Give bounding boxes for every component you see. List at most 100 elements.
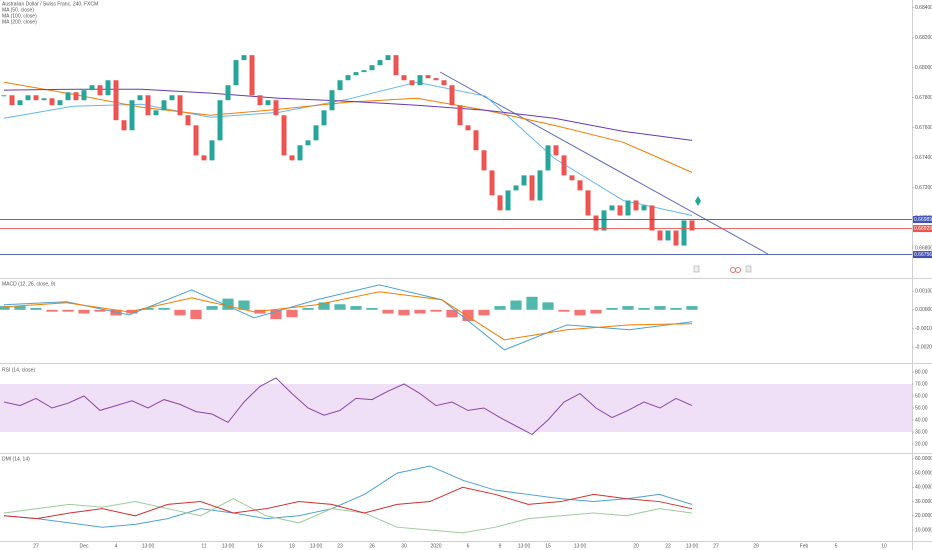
marker-diamond [695,196,701,206]
candle-body [441,80,447,86]
candle-body [225,85,231,101]
candle-body [17,100,23,106]
candle-body [585,190,591,216]
x-tick-label: 19 [289,543,295,549]
x-tick-label: 26 [369,543,375,549]
candle-body [481,150,487,171]
histogram-bar [542,302,554,310]
y-tick-label: -0.00200 [915,344,932,350]
candle-body [57,100,63,106]
histogram-bar [350,306,362,310]
histogram-bar [670,307,682,310]
candle-body [169,95,175,101]
candle-body [313,125,319,141]
histogram-bar [222,298,234,310]
candle-body [249,55,255,96]
candle-body [553,145,559,156]
y-tick-label: 0.67200 [915,185,932,191]
candle-body [569,175,575,181]
panel-title: DMI (14, 14) [2,456,30,462]
candle-body [617,205,623,216]
histogram-bar [414,309,426,314]
candle-body [201,155,207,161]
chart-title: Australian Dollar / Swiss Franc, 240, FX… [2,1,98,7]
candle-body [513,185,519,191]
histogram-bar [574,309,586,316]
candle-body [377,60,383,66]
candle-body [473,130,479,151]
candle-body [401,75,407,81]
candle-body [529,175,535,201]
event-icon [693,265,700,273]
candle-body [33,95,39,101]
y-tick-label: 0.00100 [915,289,932,295]
price-level-label: 0.66989 [914,217,932,223]
candle-body [281,115,287,156]
candle-body [593,215,599,231]
y-tick-label: 40.0000 [915,485,932,491]
y-tick-label: 20.0000 [915,513,932,519]
candle-body [177,95,183,116]
candle-body [265,100,271,106]
price-level-badge [913,216,932,224]
candle-body [641,205,647,211]
histogram-bar [366,307,378,310]
candle-body [217,100,223,141]
candle-body [121,120,127,131]
candle-body [385,55,391,61]
histogram-bar [558,309,570,312]
x-tick-label: 13:00 [574,543,587,549]
x-tick-label: 13:00 [310,543,323,549]
candle-body [577,180,583,191]
candle-body [561,155,567,176]
candle-body [153,110,159,116]
histogram-bar [462,309,474,321]
candle-body [233,60,239,86]
candle-body [465,125,471,131]
candle-body [417,75,423,86]
x-tick-label: 13:00 [222,543,235,549]
histogram-bar [638,307,650,310]
candle-body [521,175,527,186]
y-tick-label: 60.00 [915,393,928,399]
price-level-label: 0.66929 [914,226,932,232]
y-tick-label: 10.0000 [915,527,932,533]
x-tick-label: 22 [665,543,671,549]
candle-body [649,205,655,231]
histogram-bar [270,309,282,320]
candle-body [497,195,503,211]
x-tick-label: 27 [33,543,39,549]
x-tick-label: 16 [257,543,263,549]
histogram-bar [606,307,618,310]
moving-average-line [3,81,693,173]
candle-body [625,200,631,216]
candle-body [273,100,279,116]
candle-body [369,65,375,71]
histogram-bar [286,309,298,318]
x-tick-label: 23 [337,543,343,549]
histogram-bar [206,306,218,310]
histogram-bar [62,309,74,312]
y-tick-label: 50.00 [915,405,928,411]
candle-body [345,75,351,81]
candle-body [41,98,47,101]
candle-body [145,95,151,116]
candle-body [321,110,327,126]
event-icon [735,267,741,273]
candle-body [425,75,431,79]
candle-body [113,80,119,121]
y-tick-label: 0.68400 [915,5,932,11]
candle-body [97,85,103,96]
candle-body [449,85,455,106]
y-tick-label: 60.0000 [915,456,932,462]
histogram-bar [446,309,458,318]
candle-body [361,70,367,73]
candle-body [89,85,95,91]
legend-entry: MA (100, close) [2,13,37,19]
candle-body [137,95,143,101]
histogram-bar [238,300,250,310]
y-tick-label: 0.68000 [915,65,932,71]
